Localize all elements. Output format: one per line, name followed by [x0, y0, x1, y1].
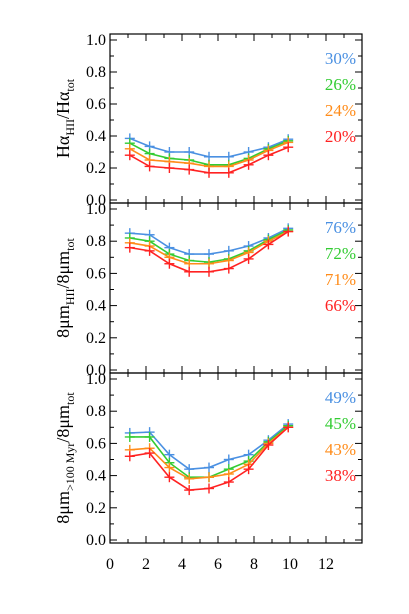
legend-label: 26%	[325, 75, 356, 94]
data-point	[184, 473, 195, 484]
y-label-base: 8μm	[53, 491, 73, 524]
legend-label: 66%	[325, 296, 356, 315]
y-label-sep: /8μm	[53, 251, 73, 289]
data-point	[283, 226, 294, 237]
data-point	[144, 245, 155, 256]
data-point	[204, 462, 214, 473]
data-point	[164, 462, 175, 473]
data-point	[144, 161, 155, 172]
y-tick-label: 0.8	[86, 233, 106, 250]
data-point	[184, 164, 195, 175]
y-tick-label: 0.2	[86, 330, 106, 347]
data-point	[283, 142, 294, 153]
y-label-sub2: tot	[63, 392, 77, 405]
data-point	[144, 448, 155, 459]
y-tick-label: 0.8	[86, 64, 106, 81]
data-point	[204, 472, 214, 483]
panel-3: 0.0 0.2 0.4 0.6 0.8 1.0 0 2 4 6 8 10 12 8μm>100 Myr/8…	[53, 371, 363, 573]
data-point	[263, 150, 274, 161]
x-tick-label: 4	[178, 556, 186, 573]
data-point	[243, 464, 254, 475]
data-point	[263, 239, 274, 250]
data-point	[223, 167, 234, 178]
y-axis-label: 8μmHII/8μmtot	[53, 238, 77, 338]
y-tick-label: 0.2	[86, 160, 106, 177]
legend-label: 76%	[325, 218, 356, 237]
data-point	[144, 431, 155, 442]
data-point	[263, 440, 274, 451]
y-tick-label: 0.4	[86, 468, 106, 485]
data-point	[124, 242, 135, 253]
data-point	[124, 451, 135, 462]
y-tick-label: 0.4	[86, 128, 106, 145]
y-tick-label: 0.0	[86, 192, 106, 209]
y-tick-label: 1.0	[86, 201, 106, 218]
data-point	[223, 477, 234, 488]
legend-label: 71%	[325, 270, 356, 289]
y-label-base: Hα	[53, 135, 73, 158]
y-tick-label: 1.0	[86, 371, 106, 388]
y-label-sub2: tot	[63, 238, 77, 251]
data-point	[204, 483, 214, 494]
legend-label: 43%	[325, 440, 356, 459]
y-tick-label: 0.6	[86, 96, 106, 113]
y-label-sub: >100 Myr	[63, 443, 77, 491]
y-label-sub2: tot	[63, 78, 77, 91]
data-point	[283, 422, 294, 433]
data-point	[204, 167, 214, 178]
y-label-base: 8μm	[53, 305, 73, 338]
legend-label: 45%	[325, 414, 356, 433]
y-tick-label: 0.6	[86, 435, 106, 452]
data-point	[223, 263, 234, 274]
y-axis-label: HαHII/Hαtot	[53, 78, 77, 158]
data-point	[164, 258, 175, 269]
x-tick-label: 2	[142, 556, 150, 573]
panel-2: 0.0 0.2 0.4 0.6 0.8 1.0 8μmHII/8μmtot 76% 72% 71%…	[53, 201, 363, 379]
data-point	[164, 472, 175, 483]
legend-label: 20%	[325, 127, 356, 146]
y-label-sub: HII	[63, 289, 77, 306]
legend-label: 30%	[325, 49, 356, 68]
data-point	[243, 159, 254, 170]
x-tick-label: 8	[250, 556, 258, 573]
y-label-sep: /8μm	[53, 405, 73, 443]
y-tick-label: 1.0	[86, 32, 106, 49]
data-point	[204, 266, 214, 277]
data-point	[124, 150, 135, 161]
legend-label: 24%	[325, 101, 356, 120]
y-tick-label: 0.4	[86, 298, 106, 315]
y-tick-label: 0.6	[86, 265, 106, 282]
legend-label: 38%	[325, 466, 356, 485]
y-label-sep: /Hα	[53, 91, 73, 119]
x-tick-label: 12	[318, 556, 334, 573]
x-tick-label: 10	[282, 556, 298, 573]
y-tick-label: 0.8	[86, 403, 106, 420]
data-point	[243, 253, 254, 264]
y-label-sub: HII	[63, 119, 77, 136]
data-point	[223, 454, 234, 465]
y-tick-label: 0.0	[86, 362, 106, 379]
x-tick-label: 6	[214, 556, 222, 573]
panel-1: 0.0 0.2 0.4 0.6 0.8 1.0 HαHII/Hαtot 30% 26% 24% 20…	[53, 32, 363, 209]
legend-label: 72%	[325, 244, 356, 263]
y-axis-label: 8μm>100 Myr/8μmtot	[53, 392, 77, 524]
y-tick-label: 0.0	[86, 532, 106, 549]
data-point	[164, 163, 175, 173]
y-tick-label: 0.2	[86, 500, 106, 517]
legend-label: 49%	[325, 388, 356, 407]
data-point	[184, 266, 195, 277]
x-tick-label: 0	[106, 556, 114, 573]
data-point	[184, 485, 195, 496]
data-point	[124, 431, 135, 442]
